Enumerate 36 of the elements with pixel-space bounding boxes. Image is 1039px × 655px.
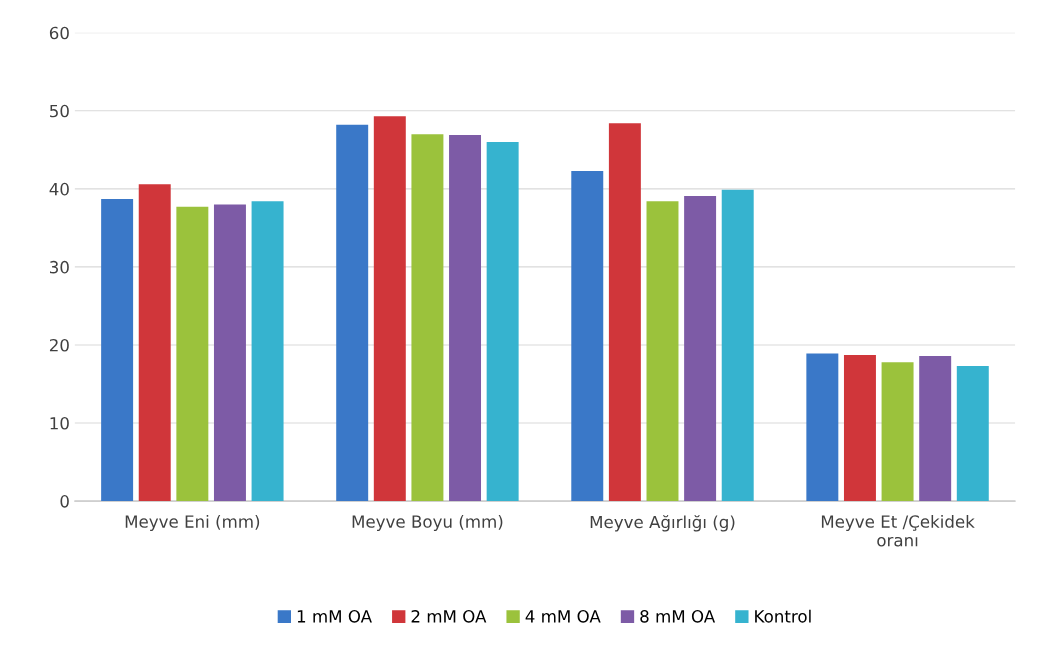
bar	[449, 135, 482, 502]
x-tick-label: Meyve Boyu (mm)	[352, 514, 503, 532]
bar	[373, 116, 406, 502]
bar	[571, 170, 604, 502]
bar	[101, 199, 134, 502]
bar	[176, 206, 209, 502]
legend-label: 1 mM OA	[297, 610, 372, 623]
bar	[411, 134, 444, 502]
y-tick-label: 0	[60, 495, 69, 508]
bar	[213, 204, 246, 502]
bar	[336, 124, 369, 502]
bar	[721, 189, 754, 502]
legend-label: 8 mM OA	[640, 610, 716, 623]
bar	[486, 142, 519, 502]
bar	[919, 355, 952, 502]
y-tick-label: 10	[50, 416, 69, 430]
legend-label: 2 mM OA	[411, 610, 487, 623]
y-tick-label: 30	[50, 260, 69, 274]
legend-label: 4 mM OA	[525, 610, 601, 623]
x-tick-label: Meyve Ağırlığı (g)	[590, 514, 735, 532]
bar	[843, 355, 876, 502]
bar	[608, 123, 641, 502]
bar	[806, 353, 839, 502]
bar	[251, 201, 284, 502]
y-tick-label: 60	[49, 26, 69, 40]
x-tick-label: Meyve Eni (mm)	[125, 514, 260, 532]
bar	[956, 366, 989, 502]
bar	[138, 184, 171, 502]
y-tick-label: 20	[49, 338, 69, 352]
legend-label: Kontrol	[755, 609, 811, 623]
y-tick-label: 40	[49, 182, 69, 196]
y-tick-label: 50	[50, 104, 69, 118]
bar	[684, 195, 717, 502]
bar	[646, 201, 679, 502]
x-tick-label: Meyve Et /Çekidek oranı	[821, 514, 975, 547]
bar	[881, 362, 914, 502]
